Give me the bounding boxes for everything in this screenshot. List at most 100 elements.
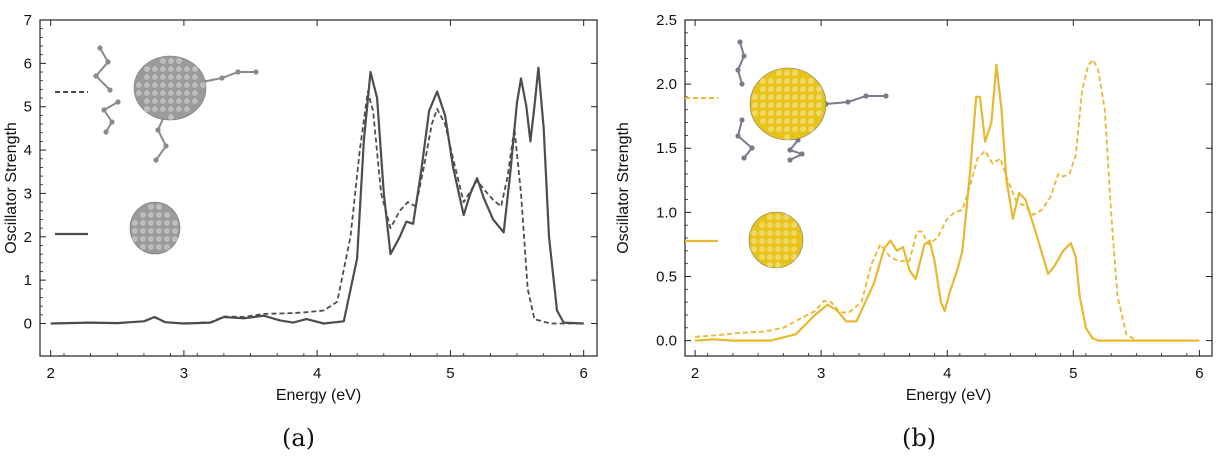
cluster-atom	[140, 228, 146, 234]
cluster-atom	[184, 98, 190, 104]
cluster-atom	[148, 228, 154, 234]
cluster-atom	[156, 220, 162, 226]
cluster-atom	[775, 254, 781, 260]
cluster-atom	[800, 86, 806, 92]
y-tick-label: 1.0	[656, 204, 677, 221]
cluster-atom	[783, 214, 789, 220]
cluster-atom	[140, 212, 146, 218]
cluster-atom	[192, 74, 198, 80]
cluster-atom	[792, 70, 798, 76]
cluster-atom	[776, 78, 782, 84]
cluster-atom	[776, 102, 782, 108]
cluster-atom	[168, 74, 174, 80]
cluster-atom	[783, 246, 789, 252]
panel-caption-a: (a)	[282, 424, 316, 452]
cluster-atom	[160, 98, 166, 104]
cluster-atom	[800, 94, 806, 100]
cluster-atom	[767, 222, 773, 228]
series-line-solid	[50, 66, 584, 325]
cluster-atom	[791, 238, 797, 244]
cluster-atom	[152, 90, 158, 96]
cluster-atom	[152, 106, 158, 112]
cluster-atom	[784, 70, 790, 76]
cluster-atom	[164, 244, 170, 250]
x-axis-label: Energy (eV)	[906, 387, 991, 404]
cluster-atom	[767, 246, 773, 252]
cluster-atom	[776, 86, 782, 92]
cluster-atom	[792, 78, 798, 84]
ligand-chain	[788, 139, 805, 161]
cluster-atom	[776, 110, 782, 116]
series-line-solid	[695, 63, 1200, 342]
cluster-atom	[176, 66, 182, 72]
capped-cluster-image	[133, 55, 207, 121]
cluster-atom	[783, 254, 789, 260]
cluster-atom	[172, 228, 178, 234]
y-tick-label: 2.5	[656, 12, 677, 29]
ligand-atom	[105, 59, 111, 65]
capped-cluster-image	[749, 67, 827, 141]
x-tick-label: 3	[180, 365, 188, 382]
ligand-atom	[107, 87, 113, 93]
x-tick-label: 5	[1069, 365, 1077, 382]
cluster-atom	[200, 82, 206, 88]
cluster-atom	[184, 82, 190, 88]
spectrum-chart-b: 2 3 4 5 6 0.0 0.5 1.0 1.5 2.0 2.5 Energy (eV) Oscill…	[615, 12, 1213, 404]
cluster-atom	[148, 236, 154, 242]
cluster-atom	[176, 74, 182, 80]
ligand-atom	[787, 157, 793, 163]
cluster-atom	[800, 78, 806, 84]
ligand-atom	[219, 75, 225, 81]
cluster-atom	[759, 230, 765, 236]
cluster-atom	[168, 82, 174, 88]
cluster-atom	[808, 86, 814, 92]
y-tick-label: 1.5	[656, 140, 677, 157]
chart-panel-a: 2 3 4 5 6 0 1 2 3 4 5 6 7 Energy (eV) Oscillator Stren…	[0, 0, 612, 465]
ligand-atom	[153, 157, 159, 163]
cluster-atom	[784, 126, 790, 132]
ligand-atom	[97, 45, 103, 51]
ligand-atom	[103, 129, 109, 135]
cluster-atom	[800, 110, 806, 116]
ligand-atom	[735, 67, 741, 73]
x-tick-label: 2	[691, 365, 699, 382]
cluster-atom	[152, 66, 158, 72]
cluster-atom	[792, 110, 798, 116]
cluster-atom	[164, 212, 170, 218]
y-tick-label: 0.0	[656, 333, 677, 350]
cluster-atom	[768, 126, 774, 132]
cluster-atom	[800, 126, 806, 132]
cluster-atom	[176, 90, 182, 96]
ligand-atom	[741, 53, 747, 59]
series-line-dashed	[50, 90, 584, 325]
cluster-atom	[768, 110, 774, 116]
cluster-atom	[132, 236, 138, 242]
cluster-atom	[164, 220, 170, 226]
cluster-atom	[184, 74, 190, 80]
cluster-atom	[132, 228, 138, 234]
cluster-atom	[168, 98, 174, 104]
cluster-atom	[752, 110, 758, 116]
y-tick-label: 5	[24, 99, 32, 116]
cluster-atom	[144, 82, 150, 88]
cluster-atom	[768, 94, 774, 100]
cluster-atom	[752, 94, 758, 100]
y-tick-label: 1	[24, 272, 32, 289]
cluster-atom	[768, 86, 774, 92]
ligand-chain	[736, 41, 746, 85]
cluster-atom	[784, 86, 790, 92]
cluster-atom	[140, 244, 146, 250]
ligand-atom	[101, 107, 107, 113]
cluster-atom	[184, 90, 190, 96]
cluster-atom	[192, 66, 198, 72]
x-tick-label: 2	[46, 365, 54, 382]
cluster-atom	[160, 82, 166, 88]
cluster-atom	[152, 82, 158, 88]
ligand-chain	[736, 119, 754, 159]
cluster-atom	[784, 118, 790, 124]
cluster-atom	[767, 230, 773, 236]
cluster-atom	[767, 238, 773, 244]
cluster-atom	[791, 254, 797, 260]
cluster-atom	[759, 238, 765, 244]
cluster-atom	[808, 102, 814, 108]
